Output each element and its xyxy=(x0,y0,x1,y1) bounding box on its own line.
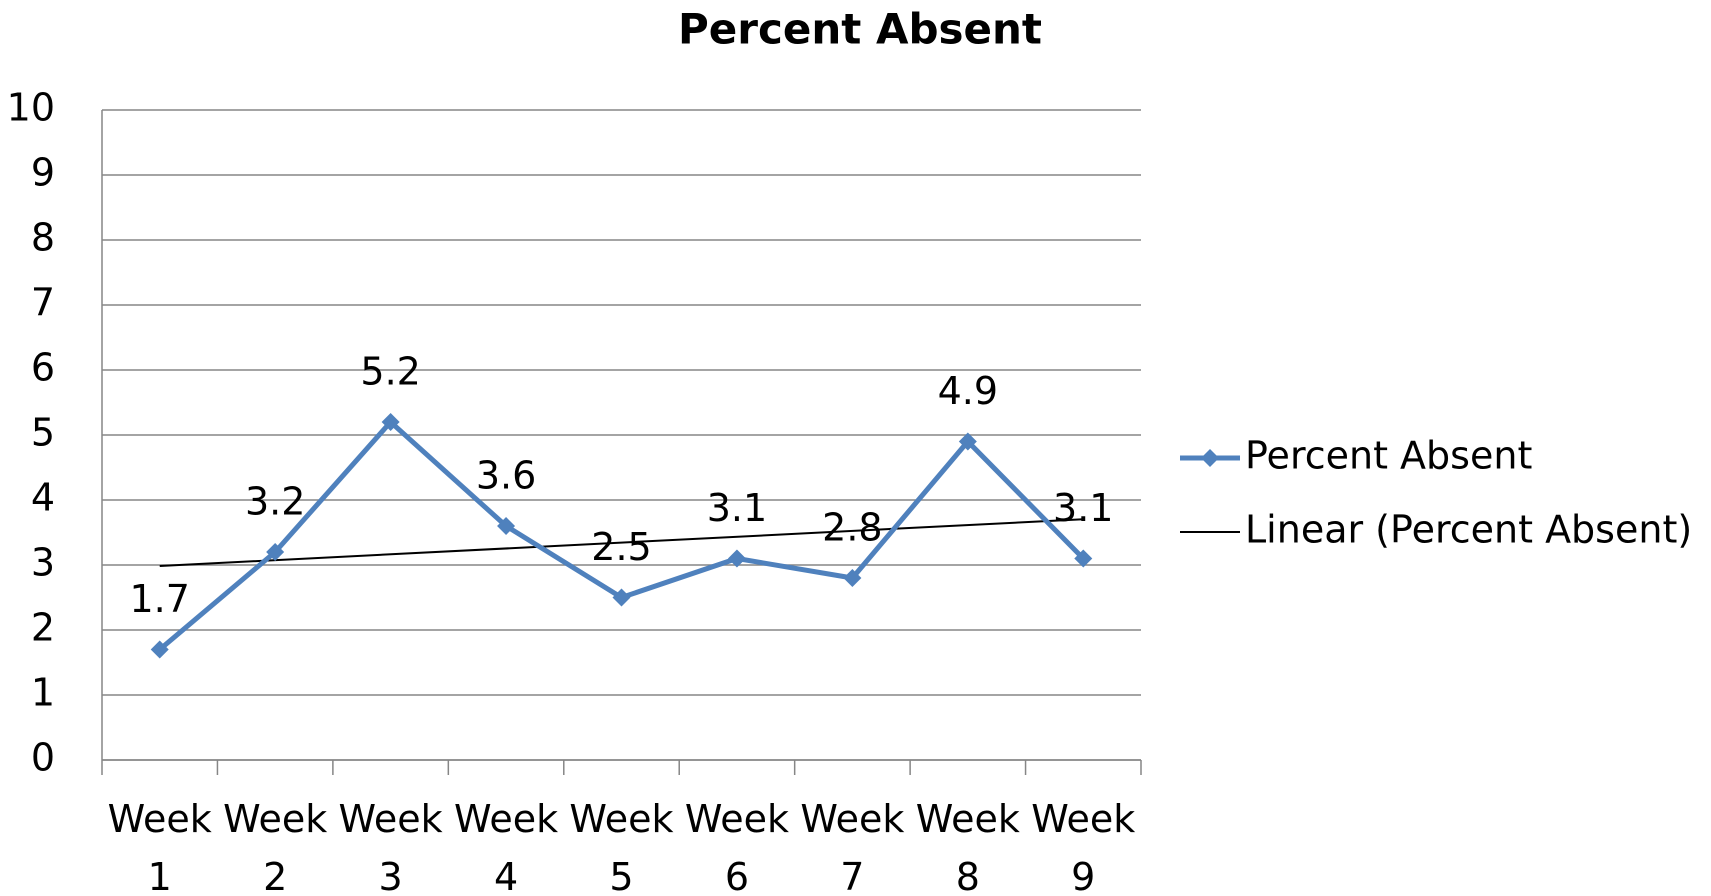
chart-title: Percent Absent xyxy=(678,5,1042,54)
data-label: 2.8 xyxy=(822,506,882,550)
data-label: 3.6 xyxy=(476,454,536,498)
data-label: 1.7 xyxy=(130,577,190,621)
x-tick-label: Week 2 xyxy=(223,797,328,896)
marker xyxy=(612,588,631,607)
legend-label: Linear (Percent Absent) xyxy=(1245,508,1692,552)
y-tick-label: 2 xyxy=(31,606,55,650)
marker xyxy=(150,640,169,659)
marker xyxy=(381,413,400,431)
marker xyxy=(958,432,977,451)
x-tick-label: Week 8 xyxy=(915,797,1020,896)
y-tick-label: 4 xyxy=(31,476,55,520)
y-tick-label: 1 xyxy=(31,671,55,715)
marker xyxy=(266,543,285,561)
data-label: 4.9 xyxy=(938,369,998,413)
marker xyxy=(727,549,746,568)
data-label: 5.2 xyxy=(360,350,420,394)
data-label: 3.1 xyxy=(1053,486,1113,530)
y-tick-label: 7 xyxy=(31,281,55,325)
marker xyxy=(1074,549,1093,568)
x-tick-label: Week 9 xyxy=(1031,797,1136,896)
y-tick-label: 9 xyxy=(31,151,55,195)
x-tick-label: Week 4 xyxy=(453,797,559,896)
data-label: 2.5 xyxy=(591,525,651,569)
y-tick-label: 3 xyxy=(31,541,55,585)
y-tick-label: 6 xyxy=(31,346,55,390)
x-tick-label: Week 3 xyxy=(338,797,443,896)
x-tick-label: Week 5 xyxy=(569,797,674,896)
data-label: 3.1 xyxy=(707,486,767,530)
marker xyxy=(843,569,862,587)
data-label: 3.2 xyxy=(245,480,305,524)
x-tick-label: Week 6 xyxy=(684,797,789,896)
x-tick-label: Week 1 xyxy=(107,797,212,896)
y-tick-label: 10 xyxy=(7,86,55,130)
x-tick-label: Week 7 xyxy=(800,797,905,896)
y-tick-label: 0 xyxy=(31,736,55,780)
legend-label: Percent Absent xyxy=(1245,434,1532,478)
trendline xyxy=(159,518,1084,568)
marker xyxy=(497,517,516,535)
y-tick-label: 8 xyxy=(31,216,55,260)
y-tick-label: 5 xyxy=(31,411,55,455)
legend-marker xyxy=(1201,449,1219,467)
